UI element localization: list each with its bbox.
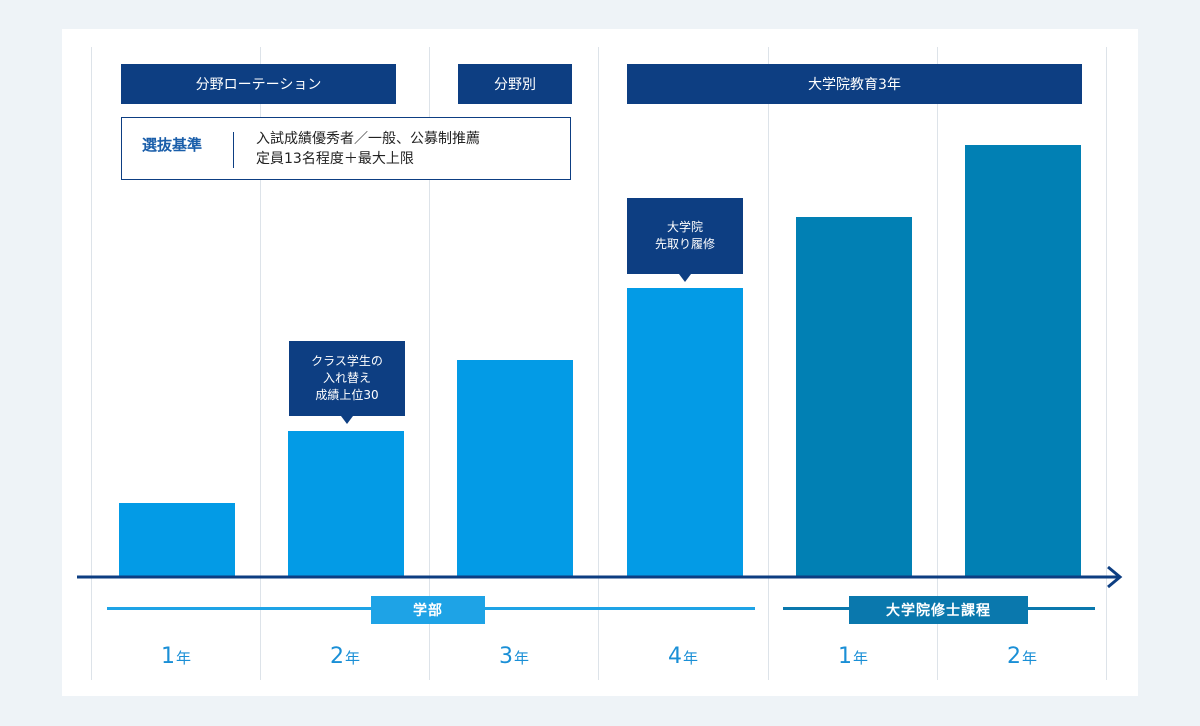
callout-early-graduate: 大学院 先取り履修	[627, 198, 743, 282]
year-unit: 年	[682, 649, 698, 667]
year-number: 4	[667, 644, 682, 669]
grid-line	[429, 47, 430, 680]
header-box-rotation: 分野ローテーション	[121, 64, 396, 104]
undergrad-label: 学部	[371, 596, 485, 624]
criteria-line-2: 定員13名程度＋最大上限	[256, 151, 414, 167]
bar-year-3	[457, 359, 574, 576]
grid-line	[598, 47, 599, 680]
year-unit: 年	[852, 649, 868, 667]
bar-masters-year-1	[795, 216, 912, 576]
year-label: 2年	[260, 644, 430, 669]
year-unit: 年	[344, 649, 360, 667]
bar-year-2	[288, 431, 405, 576]
criteria-line-1: 入試成績優秀者／一般、公募制推薦	[256, 131, 480, 147]
header-box-graduate: 大学院教育3年	[627, 64, 1082, 104]
year-number: 2	[1006, 644, 1021, 669]
grid-line	[937, 47, 938, 680]
bar-year-4	[626, 288, 743, 576]
year-number: 1	[837, 644, 852, 669]
year-number: 1	[160, 644, 175, 669]
year-unit: 年	[1021, 649, 1037, 667]
grid-line	[91, 47, 92, 680]
header-box-field: 分野別	[458, 64, 572, 104]
criteria-text: 入試成績優秀者／一般、公募制推薦 定員13名程度＋最大上限	[256, 129, 480, 169]
grid-line	[260, 47, 261, 680]
year-number: 3	[498, 644, 513, 669]
year-label: 3年	[429, 644, 599, 669]
grid-line	[768, 47, 769, 680]
year-unit: 年	[513, 649, 529, 667]
year-label: 1年	[768, 644, 938, 669]
year-label: 2年	[937, 644, 1107, 669]
bar-masters-year-2	[965, 145, 1081, 576]
criteria-box: 選抜基準 入試成績優秀者／一般、公募制推薦 定員13名程度＋最大上限	[121, 117, 571, 180]
criteria-label: 選抜基準	[142, 136, 203, 154]
year-label: 1年	[91, 644, 261, 669]
masters-label: 大学院修士課程	[849, 596, 1028, 624]
year-label: 4年	[598, 644, 768, 669]
year-number: 2	[329, 644, 344, 669]
callout-class-swap: クラス学生の 入れ替え 成績上位30	[289, 341, 405, 424]
bar-year-1	[119, 503, 235, 576]
criteria-divider	[233, 132, 234, 168]
grid-line	[1106, 47, 1107, 680]
year-unit: 年	[175, 649, 191, 667]
